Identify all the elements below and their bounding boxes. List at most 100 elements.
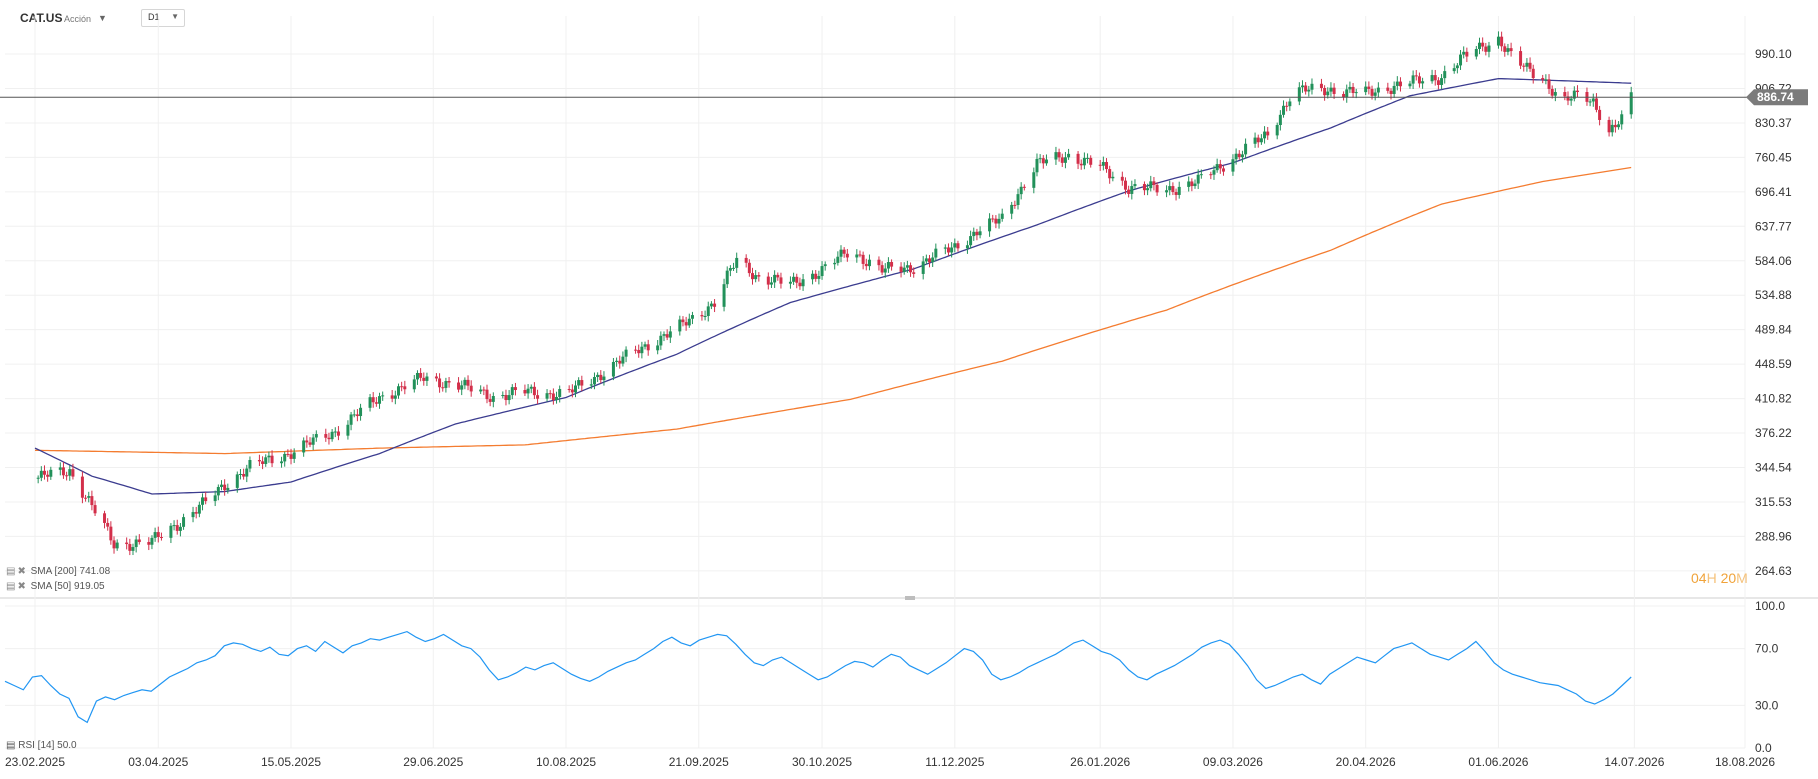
candle-body xyxy=(1440,78,1444,85)
candle xyxy=(103,510,107,529)
candle xyxy=(1455,62,1459,74)
candle xyxy=(1133,179,1137,190)
candle-body xyxy=(855,254,859,258)
candle xyxy=(197,501,201,518)
candle xyxy=(510,384,514,400)
close-icon[interactable]: ✖ xyxy=(17,581,26,592)
candle-body xyxy=(640,346,644,354)
candle xyxy=(65,471,69,481)
candle-body xyxy=(1569,98,1573,101)
settings-icon[interactable]: ▤ xyxy=(6,566,16,577)
candle xyxy=(444,377,448,393)
close-icon[interactable]: ✖ xyxy=(17,566,26,577)
candle xyxy=(880,261,884,276)
candle-body xyxy=(1215,164,1219,171)
sma-200-legend[interactable]: ▤ ✖ SMA [200] 741.08 xyxy=(6,566,110,577)
candle-body xyxy=(1553,92,1557,96)
price-tick-label: 830.37 xyxy=(1755,116,1792,130)
candle xyxy=(42,465,46,480)
candle-body xyxy=(792,276,796,282)
candle xyxy=(1547,74,1551,95)
candle-body xyxy=(523,390,527,394)
candle xyxy=(1348,81,1352,93)
candle-body xyxy=(665,334,669,338)
candle xyxy=(1531,64,1535,84)
candle-body xyxy=(1500,36,1504,47)
candle-body xyxy=(766,276,770,285)
candle-body xyxy=(245,468,249,477)
candle xyxy=(1300,80,1304,93)
candle xyxy=(58,462,62,476)
candle xyxy=(526,384,530,399)
candle xyxy=(1319,78,1323,92)
candle xyxy=(1275,122,1279,140)
candle-body xyxy=(773,274,777,283)
candle xyxy=(1108,165,1112,184)
candle xyxy=(39,466,43,482)
candle-body xyxy=(1620,114,1624,125)
candle-body xyxy=(687,318,691,326)
sma-50-legend-label: SMA [50] 919.05 xyxy=(30,581,105,592)
time-tick-label: 03.04.2025 xyxy=(128,755,188,769)
candle-body xyxy=(510,387,514,396)
candle-body xyxy=(706,306,710,317)
candle-body xyxy=(1010,204,1014,214)
candle-body xyxy=(87,496,91,498)
candle-body xyxy=(1127,189,1131,194)
candle-body xyxy=(36,477,40,479)
time-tick-label: 14.07.2026 xyxy=(1604,755,1664,769)
chevron-down-icon[interactable]: ▼ xyxy=(98,13,107,23)
candle-body xyxy=(1190,181,1194,187)
candle xyxy=(1237,150,1241,160)
candle xyxy=(1342,91,1346,101)
candle-body xyxy=(80,476,84,498)
candle-body xyxy=(656,345,660,351)
time-tick-label: 18.08.2026 xyxy=(1715,755,1775,769)
candle xyxy=(153,527,157,542)
candle-body xyxy=(905,265,909,268)
candle xyxy=(286,449,290,457)
candle xyxy=(1620,110,1624,130)
symbol-label[interactable]: CAT.US xyxy=(20,11,63,25)
candle xyxy=(352,409,356,418)
candle-body xyxy=(1101,161,1105,166)
price-tick-label: 534.88 xyxy=(1755,288,1792,302)
candle xyxy=(393,390,397,405)
candle-body xyxy=(172,525,176,527)
candle xyxy=(814,270,818,282)
candle-body xyxy=(109,526,113,541)
candle xyxy=(905,260,909,273)
candle-body xyxy=(1013,204,1017,206)
rsi-legend[interactable]: ▤ RSI [14] 50.0 xyxy=(6,740,77,751)
price-tick-label: 584.06 xyxy=(1755,254,1792,268)
candle-body xyxy=(216,486,220,496)
candle-body xyxy=(1462,51,1466,55)
candle-body xyxy=(890,262,894,267)
settings-icon[interactable]: ▤ xyxy=(6,740,16,751)
candle-body xyxy=(403,386,407,390)
candle-body xyxy=(131,547,135,551)
candle-body xyxy=(1398,81,1402,87)
sma-50-path xyxy=(34,77,1632,495)
time-tick-label: 29.06.2025 xyxy=(403,755,463,769)
candle xyxy=(845,248,849,262)
timeframe-select[interactable]: D1 ▼ xyxy=(141,9,185,27)
candle-body xyxy=(1057,152,1061,158)
candle-body xyxy=(137,539,141,543)
candle-body xyxy=(754,275,758,280)
candle-body xyxy=(931,257,935,263)
candle-body xyxy=(596,374,600,378)
candle-body xyxy=(308,442,312,445)
candle-body xyxy=(795,276,799,283)
sma-50-legend[interactable]: ▤ ✖ SMA [50] 919.05 xyxy=(6,581,105,592)
candle xyxy=(267,451,271,463)
candle-body xyxy=(921,261,925,274)
settings-icon[interactable]: ▤ xyxy=(6,581,16,592)
candle-body xyxy=(1155,184,1159,193)
candle xyxy=(280,456,284,468)
candle-body xyxy=(1481,42,1485,47)
candle xyxy=(744,254,748,268)
candle-body xyxy=(378,396,382,404)
candle xyxy=(1617,121,1621,130)
